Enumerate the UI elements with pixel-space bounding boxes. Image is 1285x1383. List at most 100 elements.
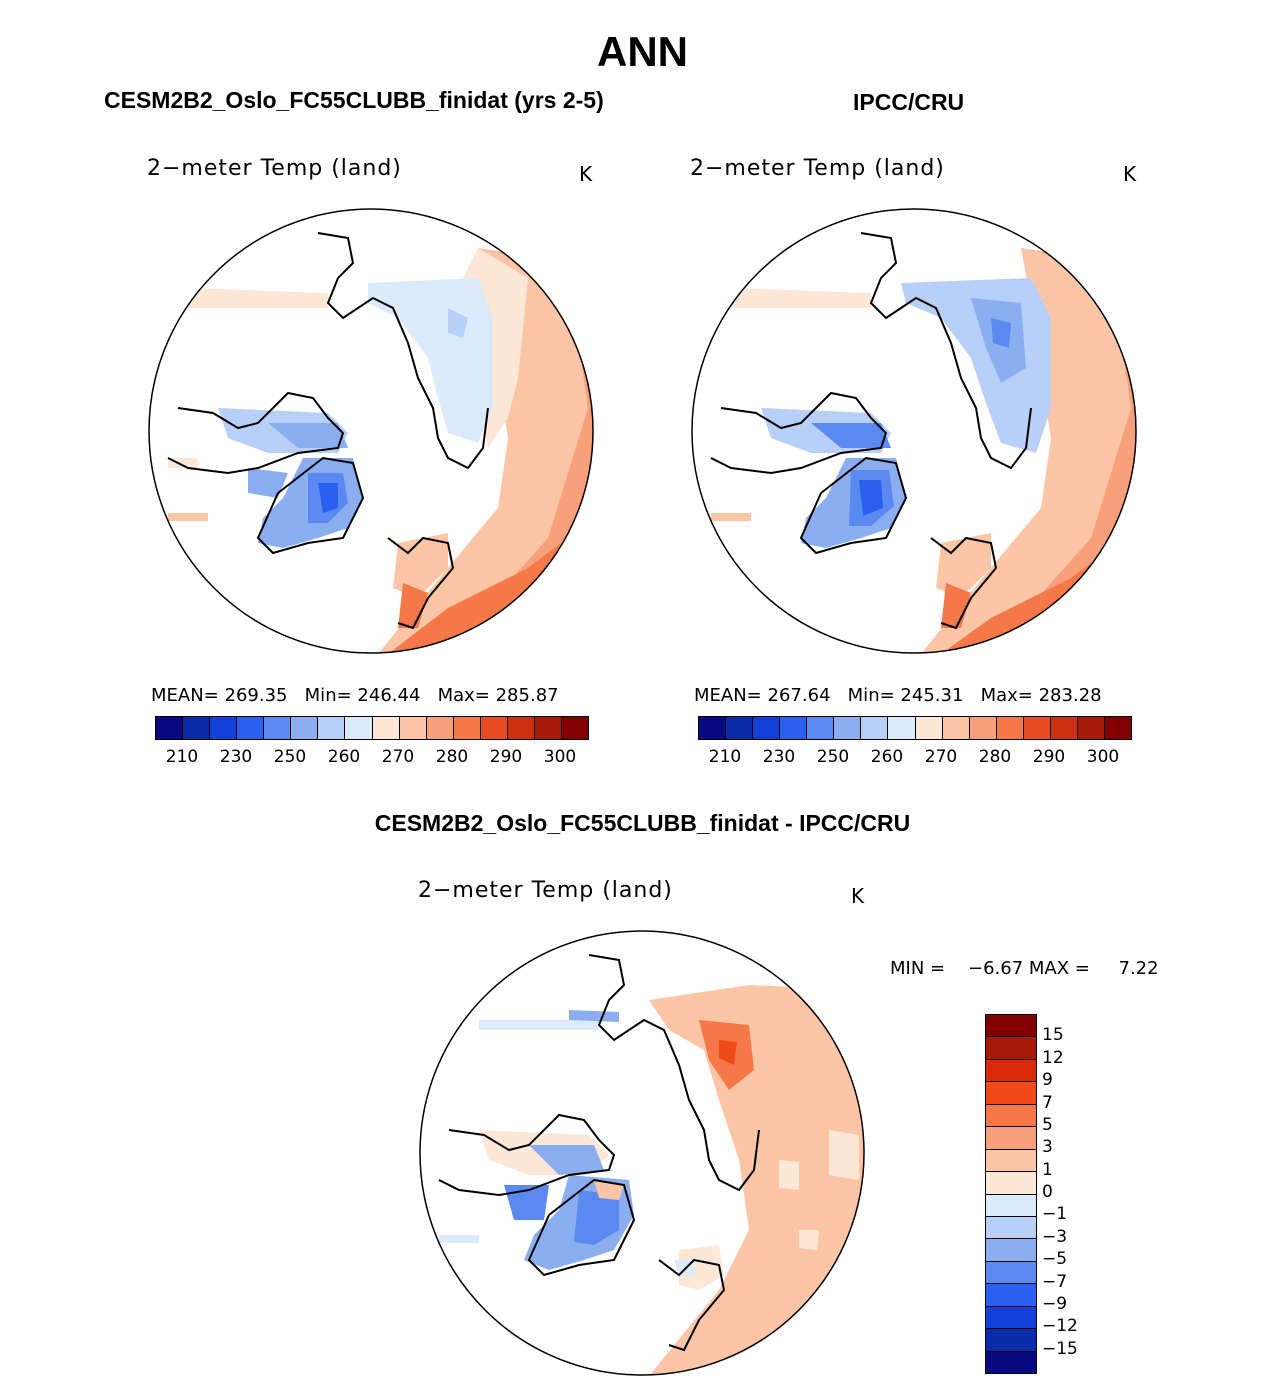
colorbar-tick-label: −12 [1042, 1316, 1078, 1337]
panel2-min-label: Min= [847, 685, 895, 706]
colorbar-swatch [699, 717, 727, 739]
colorbar-tick-label: −3 [1042, 1226, 1068, 1247]
colorbar-swatch [969, 717, 997, 739]
colorbar-swatch [986, 1194, 1036, 1217]
colorbar-swatch [986, 1284, 1036, 1307]
colorbar-swatch [1023, 717, 1051, 739]
colorbar-swatch [986, 1104, 1036, 1128]
colorbar-swatch [237, 717, 265, 739]
colorbar-swatch [753, 717, 781, 739]
panel2-max-label: Max= [980, 685, 1033, 706]
colorbar-swatch [986, 1059, 1036, 1083]
colorbar-swatch [986, 1306, 1036, 1330]
colorbar-tick-label: 3 [1042, 1137, 1053, 1158]
panel2-heading: IPCC/CRU [853, 89, 965, 115]
panel1-min-label: Min= [304, 685, 352, 706]
panel2-mean-value: 267.64 [767, 685, 831, 706]
colorbar-swatch [156, 717, 184, 739]
colorbar-tick-label: 250 [816, 747, 850, 767]
panel1-mean-value: 269.35 [224, 685, 288, 706]
colorbar-swatch [986, 1351, 1036, 1373]
panel1-stats: MEAN= 269.35 Min= 246.44 Max= 285.87 [151, 685, 559, 706]
colorbar-tick-label: −5 [1042, 1249, 1068, 1270]
panel1-variable-label: 2−meter Temp (land) [147, 156, 402, 181]
diff-min-label: MIN = [890, 958, 946, 979]
diff-units: K [851, 884, 865, 908]
diff-min-value: −6.67 [968, 958, 1024, 979]
diff-max-label: MAX = [1028, 958, 1090, 979]
colorbar-swatch [888, 717, 916, 739]
panel2-colorbar [698, 716, 1132, 740]
colorbar-swatch [534, 717, 562, 739]
panel1-units: K [579, 162, 593, 186]
colorbar-tick-label: 230 [219, 747, 253, 767]
colorbar-swatch [480, 717, 508, 739]
colorbar-tick-label: 1 [1042, 1159, 1053, 1180]
colorbar-swatch [996, 717, 1024, 739]
colorbar-tick-label: 230 [762, 747, 796, 767]
diff-stats: MIN = −6.67 MAX = 7.22 [890, 958, 1159, 979]
colorbar-tick-label: 280 [435, 747, 469, 767]
colorbar-tick-label: 12 [1042, 1047, 1064, 1068]
colorbar-tick-label: 210 [165, 747, 199, 767]
colorbar-swatch [345, 717, 373, 739]
colorbar-tick-label: 210 [708, 747, 742, 767]
colorbar-swatch [780, 717, 808, 739]
panel1-polar-map [148, 208, 594, 654]
diff-colorbar [985, 1014, 1037, 1374]
colorbar-swatch [372, 717, 400, 739]
colorbar-swatch [726, 717, 754, 739]
diff-colorbar-ticks: 15 12 9 7 5 3 1 0 −1 −3 −5 −7 −9 −12 −15 [1042, 1014, 1102, 1372]
panel1-colorbar [155, 716, 589, 740]
colorbar-tick-label: 300 [543, 747, 577, 767]
colorbar-swatch [986, 1149, 1036, 1173]
colorbar-tick-label: −7 [1042, 1271, 1068, 1292]
colorbar-tick-label: 260 [870, 747, 904, 767]
colorbar-swatch [507, 717, 535, 739]
panel1-heading: CESM2B2_Oslo_FC55CLUBB_finidat (yrs 2-5) [104, 87, 604, 113]
colorbar-swatch [561, 717, 588, 739]
panel1-max-value: 285.87 [495, 685, 559, 706]
colorbar-swatch [986, 1261, 1036, 1285]
colorbar-tick-label: 15 [1042, 1025, 1064, 1046]
panel1-min-value: 246.44 [357, 685, 421, 706]
colorbar-swatch [1050, 717, 1078, 739]
panel2-polar-map [691, 208, 1137, 654]
panel1-mean-label: MEAN= [151, 685, 219, 706]
colorbar-tick-label: 7 [1042, 1092, 1053, 1113]
colorbar-swatch [318, 717, 346, 739]
colorbar-tick-label: 290 [1032, 747, 1066, 767]
figure-title: ANN [597, 28, 688, 75]
colorbar-swatch [807, 717, 835, 739]
colorbar-swatch [986, 1329, 1036, 1352]
colorbar-swatch [861, 717, 889, 739]
panel2-variable-label: 2−meter Temp (land) [690, 156, 945, 181]
colorbar-swatch [986, 1172, 1036, 1195]
panel2-units: K [1123, 162, 1137, 186]
colorbar-tick-label: 300 [1086, 747, 1120, 767]
colorbar-tick-label: 260 [327, 747, 361, 767]
diff-max-value: 7.22 [1118, 958, 1159, 979]
colorbar-tick-label: 9 [1042, 1070, 1053, 1091]
colorbar-swatch [291, 717, 319, 739]
colorbar-swatch [426, 717, 454, 739]
colorbar-tick-label: 5 [1042, 1114, 1053, 1135]
colorbar-swatch [453, 717, 481, 739]
colorbar-swatch [986, 1127, 1036, 1150]
colorbar-tick-label: 250 [273, 747, 307, 767]
colorbar-swatch [834, 717, 862, 739]
colorbar-tick-label: −9 [1042, 1293, 1068, 1314]
colorbar-swatch [399, 717, 427, 739]
colorbar-tick-label: 0 [1042, 1182, 1053, 1202]
colorbar-swatch [942, 717, 970, 739]
diff-polar-map [419, 930, 865, 1376]
colorbar-swatch [986, 1216, 1036, 1240]
colorbar-swatch [1104, 717, 1131, 739]
colorbar-swatch [1077, 717, 1105, 739]
colorbar-swatch [986, 1239, 1036, 1262]
colorbar-swatch [986, 1082, 1036, 1105]
colorbar-tick-label: −1 [1042, 1204, 1068, 1225]
panel2-max-value: 283.28 [1038, 685, 1102, 706]
panel1-max-label: Max= [437, 685, 490, 706]
colorbar-swatch [210, 717, 238, 739]
